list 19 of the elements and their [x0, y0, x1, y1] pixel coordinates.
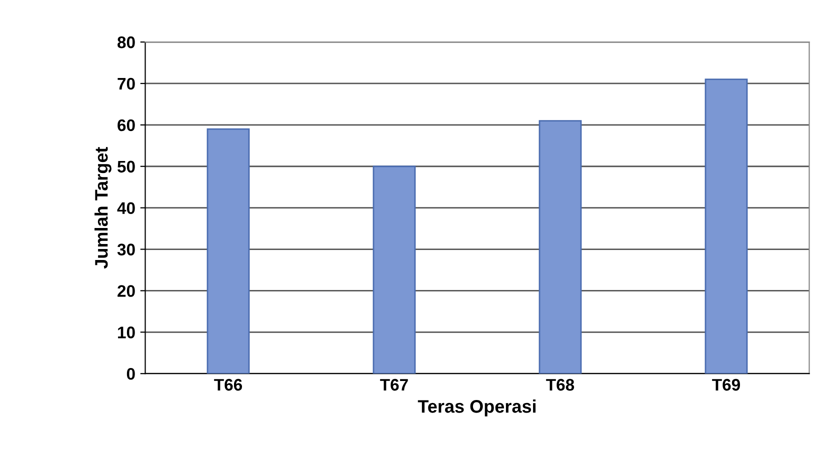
y-tick-label: 40 [117, 202, 135, 214]
x-tick-label: T69 [712, 378, 740, 391]
y-tick-label: 60 [118, 119, 135, 132]
y-tick-label: 20 [118, 285, 135, 297]
y-tick-label: 80 [118, 36, 135, 48]
y-tick-label: 30 [117, 244, 135, 256]
bar [206, 128, 250, 374]
y-tick-label: 0 [126, 368, 135, 380]
x-axis-title: Teras Operasi [418, 400, 536, 416]
x-tick-label: T66 [214, 378, 242, 391]
y-axis-title: Jumlah Target [94, 146, 112, 269]
x-tick-label: T68 [546, 378, 574, 391]
y-tick-label: 70 [118, 78, 135, 90]
x-tick-label: T67 [380, 378, 408, 391]
bar [372, 166, 416, 374]
bar [538, 120, 582, 374]
y-tick-label: 50 [118, 160, 135, 173]
bar [704, 78, 748, 374]
y-tick-label: 10 [118, 326, 135, 338]
